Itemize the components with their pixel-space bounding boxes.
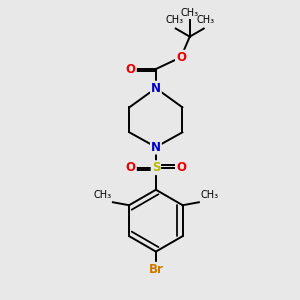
Text: CH₃: CH₃ (93, 190, 111, 200)
Text: Br: Br (148, 263, 163, 276)
Text: N: N (151, 82, 161, 95)
Text: O: O (126, 161, 136, 174)
Text: CH₃: CH₃ (196, 15, 214, 25)
Text: N: N (151, 141, 161, 154)
Text: CH₃: CH₃ (181, 8, 199, 17)
Text: O: O (126, 62, 136, 76)
Text: O: O (176, 51, 186, 64)
Text: CH₃: CH₃ (165, 15, 183, 25)
Text: O: O (176, 161, 186, 174)
Text: S: S (152, 161, 160, 174)
Text: CH₃: CH₃ (200, 190, 218, 200)
